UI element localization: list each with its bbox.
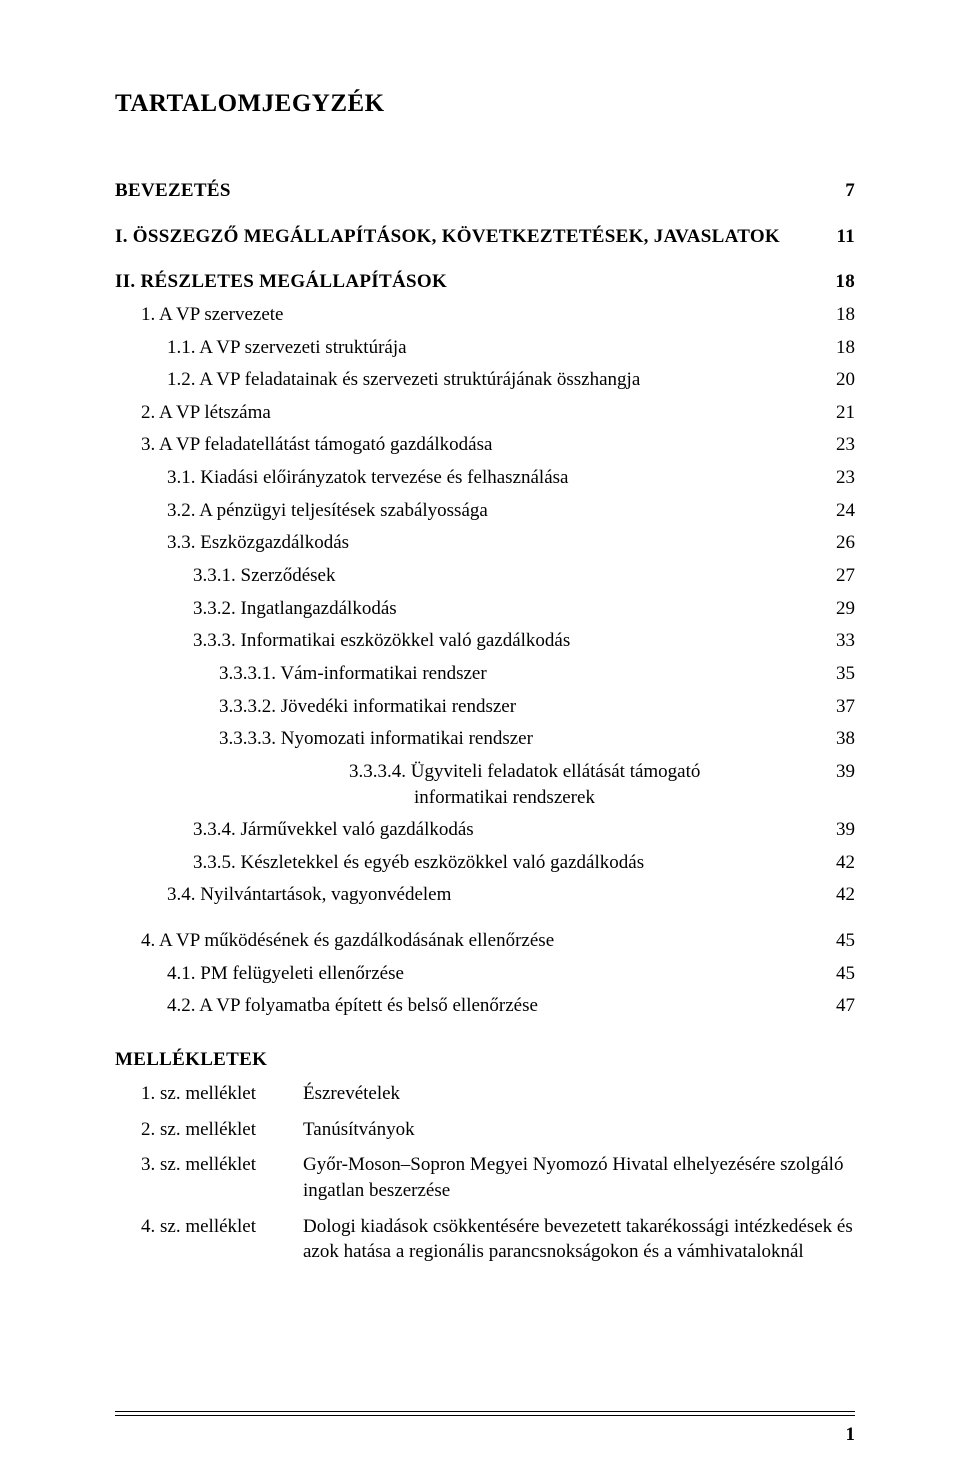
toc-label: 1.1. A VP szervezeti struktúrája <box>167 335 427 361</box>
toc-label: 3.3.5. Készletekkel és egyéb eszközökkel… <box>193 850 664 876</box>
appendix-row: 4. sz. mellékletDologi kiadások csökkent… <box>141 1214 855 1265</box>
toc-page-number: 23 <box>815 432 855 458</box>
toc-page-number: 42 <box>815 850 855 876</box>
toc-row: 3.3.3.3. Nyomozati informatikai rendszer… <box>219 726 855 752</box>
toc-page-number: 29 <box>815 596 855 622</box>
toc-row: 3.3.4. Járművekkel való gazdálkodás 39 <box>193 817 855 843</box>
toc-container: BEVEZETÉS 7 I. ÖSSZEGZŐ MEGÁLLAPÍTÁSOK, KÖ… <box>115 178 855 1019</box>
toc-row: 3.3. Eszközgazdálkodás 26 <box>167 530 855 556</box>
toc-row: 4. A VP működésének és gazdálkodásának e… <box>141 928 855 954</box>
toc-row: 3.3.5. Készletekkel és egyéb eszközökkel… <box>193 850 855 876</box>
appendix-number: 2. sz. melléklet <box>141 1117 303 1143</box>
appendix-row: 3. sz. mellékletGyőr-Moson–Sopron Megyei… <box>141 1152 855 1203</box>
toc-label: 3.3.4. Járművekkel való gazdálkodás <box>193 817 494 843</box>
toc-label: I. ÖSSZEGZŐ MEGÁLLAPÍTÁSOK, KÖVETKEZTETÉ… <box>115 224 800 250</box>
appendix-number: 1. sz. melléklet <box>141 1081 303 1107</box>
toc-page-number: 45 <box>815 928 855 954</box>
toc-row: BEVEZETÉS 7 <box>115 178 855 204</box>
appendix-row: 2. sz. mellékletTanúsítványok <box>141 1117 855 1143</box>
toc-page-number: 45 <box>815 961 855 987</box>
toc-label: 3.3.3. Informatikai eszközökkel való gaz… <box>193 628 590 654</box>
appendix-description: Észrevételek <box>303 1081 855 1107</box>
toc-row: 3.3.3.1. Vám-informatikai rendszer 35 <box>219 661 855 687</box>
toc-page-number: 7 <box>815 178 855 204</box>
appendix-container: 1. sz. mellékletÉszrevételek2. sz. mellé… <box>115 1081 855 1265</box>
document-page: TARTALOMJEGYZÉK BEVEZETÉS 7 I. ÖSSZEGZŐ ME… <box>0 0 960 1474</box>
toc-row: 2. A VP létszáma 21 <box>141 400 855 426</box>
toc-page-number: 33 <box>815 628 855 654</box>
toc-label: 3.3.3.4. Ügyviteli feladatok ellátását t… <box>414 759 815 810</box>
toc-label: 4.1. PM felügyeleti ellenőrzése <box>167 961 424 987</box>
toc-label: 1. A VP szervezete <box>141 302 303 328</box>
toc-row: 4.1. PM felügyeleti ellenőrzése 45 <box>167 961 855 987</box>
toc-page-number: 39 <box>815 817 855 843</box>
toc-label: 3.3.3.1. Vám-informatikai rendszer <box>219 661 507 687</box>
toc-row: 3.3.3.2. Jövedéki informatikai rendszer 3… <box>219 694 855 720</box>
toc-label: 1.2. A VP feladatainak és szervezeti str… <box>167 367 660 393</box>
toc-page-number: 27 <box>815 563 855 589</box>
toc-row: 3. A VP feladatellátást támogató gazdálk… <box>141 432 855 458</box>
toc-label: 3.1. Kiadási előirányzatok tervezése és … <box>167 465 588 491</box>
toc-page-number: 21 <box>815 400 855 426</box>
toc-label: 3. A VP feladatellátást támogató gazdálk… <box>141 432 512 458</box>
appendix-description: Győr-Moson–Sopron Megyei Nyomozó Hivatal… <box>303 1152 855 1203</box>
toc-page-number: 11 <box>815 224 855 250</box>
toc-page-number: 24 <box>815 498 855 524</box>
toc-label: 3.3. Eszközgazdálkodás <box>167 530 369 556</box>
toc-page-number: 26 <box>815 530 855 556</box>
toc-label: II. RÉSZLETES MEGÁLLAPÍTÁSOK <box>115 269 467 295</box>
toc-row: 3.3.3. Informatikai eszközökkel való gaz… <box>193 628 855 654</box>
toc-row: 3.3.2. Ingatlangazdálkodás 29 <box>193 596 855 622</box>
toc-page-number: 23 <box>815 465 855 491</box>
toc-page-number: 20 <box>815 367 855 393</box>
toc-page-number: 18 <box>815 302 855 328</box>
toc-label: 3.3.1. Szerződések <box>193 563 355 589</box>
toc-page-number: 18 <box>815 335 855 361</box>
appendix-heading: MELLÉKLETEK <box>115 1049 855 1071</box>
toc-label: 3.3.3.3. Nyomozati informatikai rendszer <box>219 726 553 752</box>
page-title: TARTALOMJEGYZÉK <box>115 90 855 118</box>
toc-row: 3.2. A pénzügyi teljesítések szabályossá… <box>167 498 855 524</box>
toc-page-number: 39 <box>815 759 855 785</box>
toc-row: 3.4. Nyilvántartások, vagyonvédelem 42 <box>167 882 855 908</box>
toc-row: II. RÉSZLETES MEGÁLLAPÍTÁSOK 18 <box>115 269 855 295</box>
toc-row: I. ÖSSZEGZŐ MEGÁLLAPÍTÁSOK, KÖVETKEZTETÉ… <box>115 224 855 250</box>
toc-label: 3.4. Nyilvántartások, vagyonvédelem <box>167 882 471 908</box>
toc-label: 2. A VP létszáma <box>141 400 291 426</box>
appendix-row: 1. sz. mellékletÉszrevételek <box>141 1081 855 1107</box>
appendix-number: 3. sz. melléklet <box>141 1152 303 1178</box>
appendix-description: Dologi kiadások csökkentésére bevezetett… <box>303 1214 855 1265</box>
toc-row: 1. A VP szervezete 18 <box>141 302 855 328</box>
toc-page-number: 47 <box>815 993 855 1019</box>
appendix-number: 4. sz. melléklet <box>141 1214 303 1240</box>
toc-label: 4. A VP működésének és gazdálkodásának e… <box>141 928 574 954</box>
page-number: 1 <box>846 1424 856 1446</box>
toc-row: 1.2. A VP feladatainak és szervezeti str… <box>167 367 855 393</box>
toc-label: 4.2. A VP folyamatba épített és belső el… <box>167 993 558 1019</box>
toc-label: 3.2. A pénzügyi teljesítések szabályossá… <box>167 498 508 524</box>
toc-row: 1.1. A VP szervezeti struktúrája 18 <box>167 335 855 361</box>
toc-page-number: 37 <box>815 694 855 720</box>
toc-label: BEVEZETÉS <box>115 178 251 204</box>
toc-row: 4.2. A VP folyamatba épített és belső el… <box>167 993 855 1019</box>
toc-label: 3.3.3.2. Jövedéki informatikai rendszer <box>219 694 536 720</box>
toc-row: 3.3.3.4. Ügyviteli feladatok ellátását t… <box>219 759 855 810</box>
footer-rule <box>115 1411 855 1416</box>
toc-row: 3.3.1. Szerződések 27 <box>193 563 855 589</box>
appendix-description: Tanúsítványok <box>303 1117 855 1143</box>
toc-label: 3.3.2. Ingatlangazdálkodás <box>193 596 417 622</box>
toc-row: 3.1. Kiadási előirányzatok tervezése és … <box>167 465 855 491</box>
toc-page-number: 35 <box>815 661 855 687</box>
toc-page-number: 42 <box>815 882 855 908</box>
toc-page-number: 18 <box>815 269 855 295</box>
toc-page-number: 38 <box>815 726 855 752</box>
